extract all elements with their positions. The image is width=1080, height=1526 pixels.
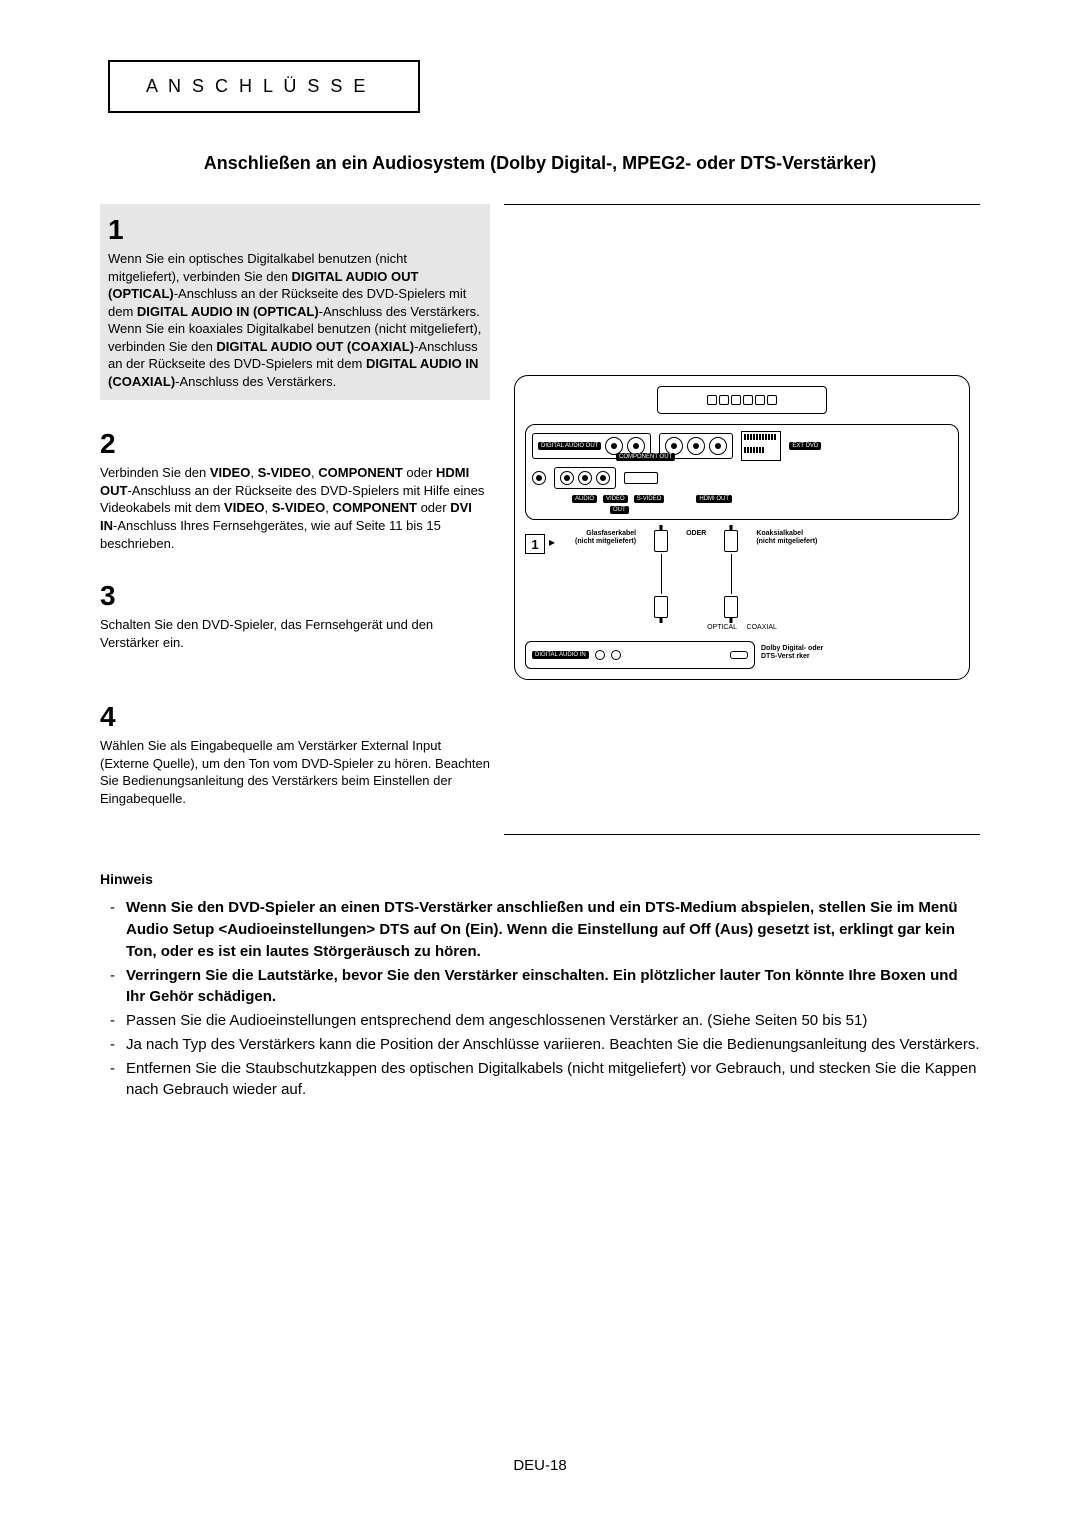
plug-icon (724, 530, 738, 552)
hinweis-item: Entfernen Sie die Staubschutzkappen des … (100, 1058, 980, 1102)
step-2-body: Verbinden Sie den VIDEO, S-VIDEO, COMPON… (100, 464, 490, 552)
cable-area: 1 ▸ Glasfaserkabel (nicht mitgeliefert) (525, 530, 959, 620)
diagram-column: DIGITAL AUDIO OUT EXT DVD (504, 204, 980, 835)
tv-port-icon (719, 395, 729, 405)
s2-t16: -Anschluss Ihres Fernsehgerätes, wie auf… (100, 518, 441, 551)
tv-port-icon (767, 395, 777, 405)
content-row: 1 Wenn Sie ein optisches Digitalkabel be… (100, 204, 980, 835)
s2-t10: , (265, 500, 272, 515)
hinweis-item: Ja nach Typ des Verstärkers kann die Pos… (100, 1034, 980, 1056)
hinweis-item: Wenn Sie den DVD-Spieler an einen DTS-Ve… (100, 897, 980, 962)
s2-b5: COMPONENT (318, 465, 403, 480)
s2-b1: VIDEO (210, 465, 250, 480)
section-tab-label: A N S C H L Ü S S E (146, 76, 368, 97)
page-number: DEU-18 (0, 1457, 1080, 1474)
component-out-label: COMPONENT OUT (616, 453, 675, 461)
hdmi-out-label: HDMI OUT (696, 495, 732, 503)
svideo-label: S-VIDEO (634, 495, 665, 503)
hinweis-text: Wenn Sie den DVD-Spieler an einen DTS-Ve… (126, 899, 958, 960)
amplifier-box: DIGITAL AUDIO IN (525, 641, 755, 669)
connection-diagram: DIGITAL AUDIO OUT EXT DVD (514, 375, 970, 680)
step-2-number: 2 (100, 428, 490, 460)
page-title: Anschließen an ein Audiosystem (Dolby Di… (100, 153, 980, 174)
jack-icon (560, 471, 574, 485)
s2-b3: S-VIDEO (258, 465, 311, 480)
scart-port-icon (741, 431, 781, 461)
step-1-body: Wenn Sie ein optisches Digitalkabel benu… (108, 250, 482, 390)
hinweis-text: Ja nach Typ des Verstärkers kann die Pos… (126, 1036, 980, 1053)
audio-out-block (554, 467, 616, 489)
step-1-number: 1 (108, 214, 482, 246)
video-label: VIDEO (603, 495, 628, 503)
hinweis-item: Passen Sie die Audioeinstellungen entspr… (100, 1010, 980, 1032)
s2-b11: S-VIDEO (272, 500, 325, 515)
out-label: OUT (610, 506, 629, 514)
hinweis-text: Entfernen Sie die Staubschutzkappen des … (126, 1060, 977, 1099)
hdmi-port-icon (624, 472, 658, 484)
diagram-step-1-marker: 1 (525, 534, 545, 554)
tv-port-icon (731, 395, 741, 405)
cable-line-icon (731, 554, 732, 594)
amp-jack-icon (611, 650, 621, 660)
hinweis-text: Verringern Sie die Lautstärke, bevor Sie… (126, 967, 958, 1006)
s2-t14: oder (417, 500, 450, 515)
s2-b13: COMPONENT (332, 500, 417, 515)
tv-port-icon (707, 395, 717, 405)
plug-icon (654, 530, 668, 552)
ext-dvd-label: EXT DVD (789, 442, 821, 450)
plug-icon (724, 596, 738, 618)
digital-audio-out-label: DIGITAL AUDIO OUT (538, 442, 601, 450)
step-1-box: 1 Wenn Sie ein optisches Digitalkabel be… (100, 204, 490, 400)
step-4-number: 4 (100, 701, 490, 733)
glasfaser-label-2: (nicht mitgeliefert) (575, 538, 636, 546)
plug-icon (654, 596, 668, 618)
jack-icon (709, 437, 727, 455)
s2-t2: , (250, 465, 257, 480)
step-3-number: 3 (100, 580, 490, 612)
oder-label: ODER (686, 530, 706, 538)
dvd-rear-panel: DIGITAL AUDIO OUT EXT DVD (525, 424, 959, 520)
jack-icon (596, 471, 610, 485)
audio-label: AUDIO (572, 495, 597, 503)
koax-label-2: (nicht mitgeliefert) (756, 538, 817, 546)
coaxial-label: COAXIAL (747, 624, 777, 631)
hinweis-text: Passen Sie die Audioeinstellungen entspr… (126, 1012, 867, 1029)
amp-label-2: DTS-Verst rker (761, 653, 823, 661)
koax-label-1: Koaksialkabel (756, 530, 817, 538)
jack-icon (578, 471, 592, 485)
tv-port-icon (755, 395, 765, 405)
hinweis-heading: Hinweis (100, 871, 980, 887)
steps-column: 1 Wenn Sie ein optisches Digitalkabel be… (100, 204, 490, 835)
step-4-body: Wählen Sie als Eingabequelle am Verstärk… (100, 737, 490, 807)
arrow-right-icon: ▸ (549, 535, 555, 549)
step-3-body: Schalten Sie den DVD-Spieler, das Fernse… (100, 616, 490, 651)
s2-t0: Verbinden Sie den (100, 465, 210, 480)
s1-t8: -Anschluss des Verstärkers. (175, 374, 336, 389)
hinweis-list: Wenn Sie den DVD-Spieler an einen DTS-Ve… (100, 897, 980, 1101)
s2-t6: oder (403, 465, 436, 480)
optical-label: OPTICAL (707, 624, 737, 631)
jack-icon (532, 471, 546, 485)
s2-b9: VIDEO (224, 500, 264, 515)
digital-audio-in-label: DIGITAL AUDIO IN (532, 651, 589, 659)
amp-switch-icon (730, 651, 748, 659)
jack-icon (687, 437, 705, 455)
cable-line-icon (661, 554, 662, 594)
amp-jack-icon (595, 650, 605, 660)
s1-b5: DIGITAL AUDIO OUT (COAXIAL) (216, 339, 414, 354)
manual-page: A N S C H L Ü S S E Anschließen an ein A… (0, 0, 1080, 1143)
section-tab: A N S C H L Ü S S E (108, 60, 420, 113)
step-3: 3 Schalten Sie den DVD-Spieler, das Fern… (100, 580, 490, 651)
step-2: 2 Verbinden Sie den VIDEO, S-VIDEO, COMP… (100, 428, 490, 552)
step-4: 4 Wählen Sie als Eingabequelle am Verstä… (100, 701, 490, 807)
s1-b3: DIGITAL AUDIO IN (OPTICAL) (137, 304, 319, 319)
hinweis-item: Verringern Sie die Lautstärke, bevor Sie… (100, 965, 980, 1009)
glasfaser-label-1: Glasfaserkabel (575, 530, 636, 538)
amp-label-1: Dolby Digital- oder (761, 645, 823, 653)
tv-port-icon (743, 395, 753, 405)
tv-ports (657, 386, 827, 414)
